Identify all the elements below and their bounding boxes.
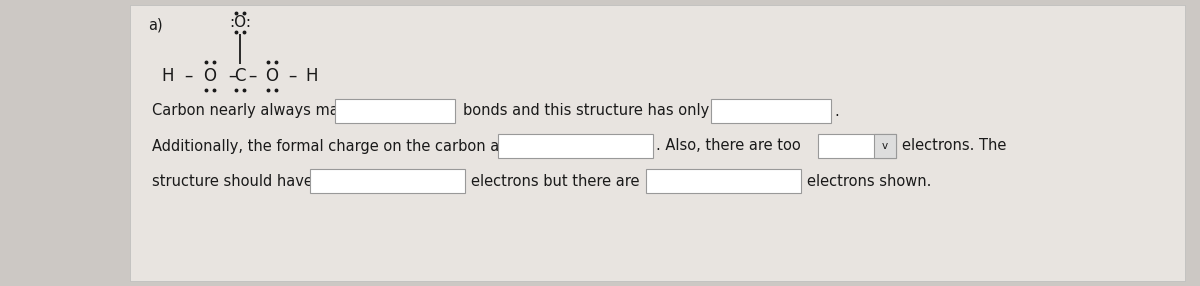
FancyBboxPatch shape	[310, 169, 466, 193]
FancyBboxPatch shape	[710, 99, 830, 123]
FancyBboxPatch shape	[646, 169, 802, 193]
Text: O: O	[204, 67, 216, 85]
Text: C: C	[234, 67, 246, 85]
Text: Carbon nearly always makes: Carbon nearly always makes	[152, 104, 364, 118]
Text: –: –	[288, 67, 296, 85]
Text: v: v	[882, 141, 888, 151]
Text: –: –	[248, 67, 256, 85]
Text: –: –	[228, 67, 236, 85]
Text: .: .	[834, 104, 839, 118]
Text: electrons. The: electrons. The	[902, 138, 1007, 154]
FancyBboxPatch shape	[335, 99, 455, 123]
FancyBboxPatch shape	[498, 134, 653, 158]
Text: O: O	[265, 67, 278, 85]
Text: H: H	[306, 67, 318, 85]
Text: :O:: :O:	[229, 15, 251, 30]
Text: . Also, there are too: . Also, there are too	[656, 138, 800, 154]
Text: H: H	[162, 67, 174, 85]
Text: electrons shown.: electrons shown.	[808, 174, 931, 188]
FancyBboxPatch shape	[130, 5, 1186, 281]
Text: a): a)	[148, 18, 163, 33]
Text: –: –	[184, 67, 192, 85]
FancyBboxPatch shape	[818, 134, 896, 158]
Text: structure should have: structure should have	[152, 174, 313, 188]
FancyBboxPatch shape	[874, 134, 896, 158]
Text: electrons but there are: electrons but there are	[470, 174, 640, 188]
Text: Additionally, the formal charge on the carbon atom is: Additionally, the formal charge on the c…	[152, 138, 545, 154]
Text: bonds and this structure has only: bonds and this structure has only	[463, 104, 709, 118]
